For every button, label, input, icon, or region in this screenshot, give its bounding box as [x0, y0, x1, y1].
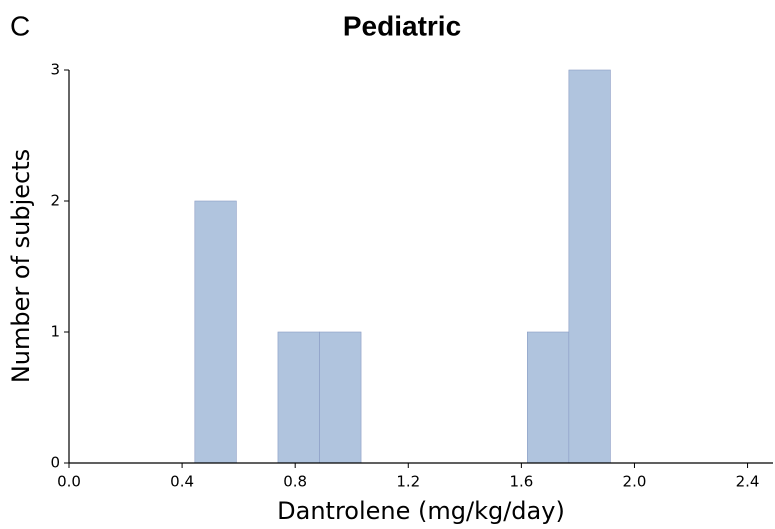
x-tick-label: 0.4 — [170, 473, 194, 491]
bar — [277, 331, 320, 464]
x-tick-label: 1.6 — [509, 473, 533, 491]
y-tick-label: 0 — [50, 454, 60, 472]
bar — [194, 200, 237, 464]
chart-title: Pediatric — [343, 10, 461, 41]
x-tick-label: 0.0 — [57, 473, 81, 491]
bar — [568, 69, 611, 464]
x-tick-label: 1.2 — [396, 473, 420, 491]
bar — [319, 331, 362, 464]
x-tick-label: 2.0 — [623, 473, 647, 491]
y-tick-label: 1 — [50, 323, 60, 341]
y-tick-label: 2 — [50, 192, 60, 210]
y-axis-label: Number of subjects — [7, 149, 35, 383]
bar — [527, 331, 570, 464]
x-tick-label: 0.8 — [283, 473, 307, 491]
x-tick-label: 2.4 — [736, 473, 760, 491]
x-axis-label: Dantrolene (mg/kg/day) — [277, 497, 565, 525]
y-tick-label: 3 — [50, 61, 60, 79]
panel-label: C — [10, 10, 30, 41]
